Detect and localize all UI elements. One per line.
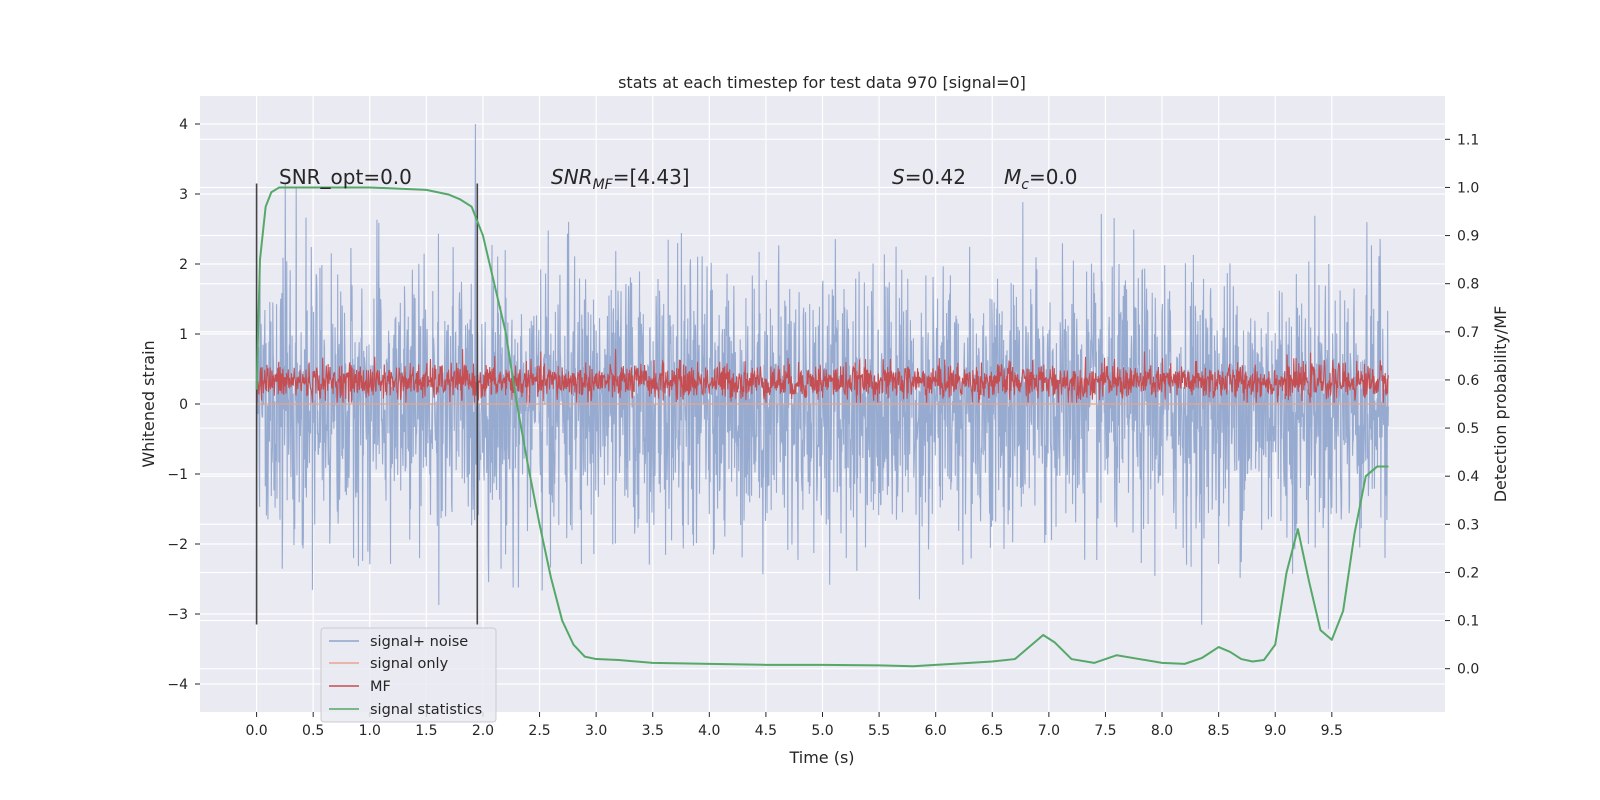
annotation-s-symbol: S xyxy=(892,165,905,189)
y2-tick-label: 0.7 xyxy=(1457,325,1479,341)
signal-statistics-line xyxy=(255,186,1389,668)
x-tick-label: 2.5 xyxy=(528,723,550,739)
x-tick-label: 6.0 xyxy=(925,723,947,739)
y2-tick-label: 0.9 xyxy=(1457,229,1479,245)
y-tick-label: −1 xyxy=(167,467,188,483)
legend-label-mf: MF xyxy=(370,679,391,695)
y-tick-label: −4 xyxy=(167,677,188,693)
x-tick-label: 2.0 xyxy=(472,723,494,739)
x-tick-label: 7.5 xyxy=(1094,723,1116,739)
annotation-snr-mf-value: =[4.43] xyxy=(613,165,690,189)
y-tick-label: 0 xyxy=(179,397,188,413)
x-tick-label: 6.5 xyxy=(981,723,1003,739)
signal-statistics-series xyxy=(255,186,1389,668)
x-tick-label: 3.0 xyxy=(585,723,607,739)
legend-label-signal-only: signal only xyxy=(370,656,449,672)
x-tick-label: 8.5 xyxy=(1208,723,1230,739)
y-tick-label: 4 xyxy=(179,117,188,133)
annotation-snr-opt: SNR_opt=0.0 xyxy=(279,165,412,189)
annotation-s-value: =0.42 xyxy=(905,165,966,189)
y2-tick-label: 0.3 xyxy=(1457,517,1479,533)
mf-line xyxy=(256,348,1389,403)
x-tick-label: 7.0 xyxy=(1038,723,1060,739)
y2-axis-label: Detection probability/MF xyxy=(1491,306,1510,503)
annotation-snr-mf-subscript: MF xyxy=(593,177,614,193)
signal-noise-line xyxy=(256,123,1389,629)
signal-noise-series xyxy=(256,123,1389,629)
y2-tick-label: 1.1 xyxy=(1457,132,1479,148)
x-tick-label: 0.5 xyxy=(302,723,324,739)
y2-axis-ticks: 0.0 0.1 0.2 0.3 0.4 0.5 0.6 0.7 0.8 0.9 1.0 1.1 xyxy=(1445,132,1479,678)
y2-tick-label: 0.4 xyxy=(1457,469,1479,485)
annotation-snr-mf: SNRMF=[4.43] xyxy=(551,165,690,193)
annotation-mc-value: =0.0 xyxy=(1029,165,1078,189)
y-tick-label: −2 xyxy=(167,537,188,553)
y-tick-label: 2 xyxy=(179,257,188,273)
y2-tick-label: 0.1 xyxy=(1457,614,1479,630)
mf-series xyxy=(256,348,1389,403)
legend-label-signal-noise: signal+ noise xyxy=(370,634,468,650)
y2-tick-label: 1.0 xyxy=(1457,180,1479,196)
annotation-mc-symbol: M xyxy=(1004,165,1021,189)
annotation-snr-mf-symbol: SNR xyxy=(551,165,593,189)
y2-tick-label: 0.0 xyxy=(1457,662,1479,678)
x-tick-label: 9.0 xyxy=(1264,723,1286,739)
y-tick-label: 3 xyxy=(179,187,188,203)
legend: signal+ noise signal only MF signal stat… xyxy=(320,627,497,723)
x-tick-label: 4.0 xyxy=(698,723,720,739)
y2-tick-label: 0.8 xyxy=(1457,277,1479,293)
annotation-s: S=0.42 xyxy=(892,165,966,189)
x-tick-label: 0.0 xyxy=(245,723,267,739)
x-tick-label: 4.5 xyxy=(755,723,777,739)
x-tick-label: 9.5 xyxy=(1321,723,1343,739)
annotation-mc: Mc=0.0 xyxy=(1004,165,1078,193)
x-axis-ticks: 0.0 0.5 1.0 1.5 2.0 2.5 3.0 3.5 4.0 4.5 5.0 5.5 6.0 6… xyxy=(245,712,1343,739)
y2-tick-label: 0.6 xyxy=(1457,373,1479,389)
x-tick-label: 5.5 xyxy=(868,723,890,739)
chart-title: stats at each timestep for test data 970… xyxy=(618,73,1026,92)
x-tick-label: 1.5 xyxy=(415,723,437,739)
y-axis-label: Whitened strain xyxy=(139,340,158,467)
y-axis-ticks: −4 −3 −2 −1 0 1 2 3 4 xyxy=(167,117,200,693)
y-tick-label: −3 xyxy=(167,607,188,623)
x-tick-label: 3.5 xyxy=(642,723,664,739)
vertical-markers xyxy=(255,183,479,625)
legend-label-signal-statistics: signal statistics xyxy=(370,702,482,718)
y2-tick-label: 0.2 xyxy=(1457,565,1479,581)
annotation-mc-subscript: c xyxy=(1021,177,1029,193)
x-axis-label: Time (s) xyxy=(788,748,854,767)
legend-box xyxy=(320,627,497,723)
y-tick-label: 1 xyxy=(179,327,188,343)
x-tick-label: 8.0 xyxy=(1151,723,1173,739)
x-tick-label: 1.0 xyxy=(359,723,381,739)
x-tick-label: 5.0 xyxy=(811,723,833,739)
y2-tick-label: 0.5 xyxy=(1457,421,1479,437)
